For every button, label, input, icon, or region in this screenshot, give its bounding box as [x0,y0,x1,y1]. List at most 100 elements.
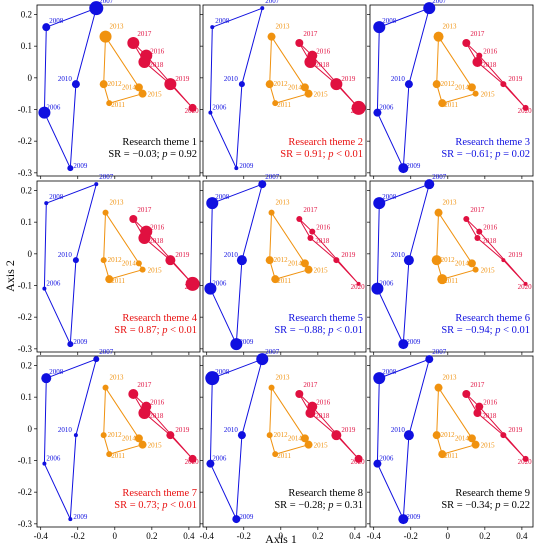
point-2015 [304,89,313,98]
year-label-2018: 2018 [315,61,330,69]
point-2010 [236,255,247,266]
point-2009 [398,514,409,525]
point-2019 [500,432,507,439]
year-label-2010: 2010 [224,426,239,434]
point-2010 [73,433,78,438]
year-label-2017: 2017 [303,381,318,389]
year-label-2012: 2012 [441,80,456,88]
year-label-2020: 2020 [518,283,533,291]
point-2018 [138,232,151,244]
x-tick-label: -0.2 [237,531,251,541]
year-label-2018: 2018 [482,412,497,420]
year-label-2007: 2007 [99,173,114,181]
year-label-2009: 2009 [73,338,88,346]
panel-theme-6: 2006 2007 2008 2009 2010 2011 2012 2013 2014 2015… [367,173,534,355]
point-2016 [309,228,316,235]
theme-label: Research theme 9 [455,488,530,499]
point-2014 [300,83,309,92]
year-label-2020: 2020 [185,458,200,466]
point-2017 [295,390,304,398]
panel-frame [369,180,534,353]
year-label-2006: 2006 [379,455,394,463]
point-2011 [272,451,279,458]
y-tick-label: 0 [28,73,33,83]
year-label-2014: 2014 [455,259,470,267]
point-2006 [373,108,382,117]
trajectory-line-orange [436,212,477,280]
theme-stat: SR = −0.94; p < 0.01 [441,325,530,336]
point-2014 [134,83,143,92]
point-2017 [127,37,140,49]
point-2007 [93,356,100,363]
year-label-2015: 2015 [148,267,163,275]
panel-theme-1: 0.2 0.1 0 -0.1 -0.2 -0.3 2006 2007 2008 2009 2010 2… [18,0,201,179]
year-label-2018: 2018 [149,412,164,420]
year-label-2019: 2019 [508,251,523,259]
year-label-2020: 2020 [351,283,366,291]
year-label-2013: 2013 [110,374,125,382]
year-label-2014: 2014 [288,259,303,267]
point-2006 [371,282,384,295]
year-label-2012: 2012 [441,256,456,264]
y-tick-label: 0.1 [21,41,32,51]
trajectory-line-blue [376,183,431,345]
year-label-2016: 2016 [483,48,498,56]
point-2015 [304,440,313,449]
trajectory-line-blue [209,183,264,345]
point-2019 [501,258,506,263]
point-2013 [434,208,443,217]
x-tick-label: 0.2 [312,531,323,541]
panel-theme-5: 2006 2007 2008 2009 2010 2011 2012 2013 2014 2015… [200,173,367,355]
x-tick-label: -0.4 [200,531,215,541]
trajectory-line-blue [43,183,98,345]
point-2019 [331,430,342,441]
year-label-2010: 2010 [224,75,239,83]
year-label-2016: 2016 [150,399,165,407]
year-label-2011: 2011 [111,277,125,285]
year-label-2010: 2010 [224,251,239,259]
point-2017 [462,390,471,398]
point-2018 [472,57,483,67]
point-2015 [138,89,147,98]
panel-theme-3: 2006 2007 2008 2009 2010 2011 2012 2013 2014 2015… [367,0,534,179]
point-2017 [462,39,471,47]
y-tick-label: 0 [28,424,33,434]
point-2011 [105,275,114,284]
trajectory-line-blue [43,7,98,169]
point-2007 [424,179,435,190]
point-2020 [522,455,529,462]
point-2007 [89,1,104,16]
theme-label: Research theme 3 [455,137,530,148]
point-2009 [398,163,409,174]
panel-frame [36,4,201,177]
year-label-2013: 2013 [443,199,458,207]
point-2015 [138,440,147,449]
year-label-2016: 2016 [316,48,331,56]
point-2007 [260,6,265,11]
x-tick-label: 0.2 [479,531,490,541]
y-tick-label: 0.2 [21,186,32,196]
x-tick-label: -0.2 [404,531,418,541]
point-2014 [300,259,309,268]
point-2017 [463,216,470,222]
point-2008 [210,25,215,30]
year-label-2013: 2013 [276,23,291,31]
y-tick-label: 0.1 [21,217,32,227]
trajectory-line-blue [209,7,264,169]
point-2008 [44,201,49,206]
year-label-2011: 2011 [444,101,458,109]
year-label-2019: 2019 [341,426,356,434]
year-label-2011: 2011 [277,101,291,109]
theme-stat: SR = 0.91; p < 0.01 [280,149,363,160]
point-2010 [237,431,246,440]
year-label-2009: 2009 [406,162,421,170]
panel-frame [369,355,534,528]
year-label-2016: 2016 [483,224,498,232]
x-tick-label: 0.4 [183,531,195,541]
point-2013 [99,30,112,43]
x-tick-label: 0.2 [146,531,157,541]
y-tick-label: -0.1 [18,105,32,115]
year-label-2009: 2009 [406,338,421,346]
year-label-2019: 2019 [508,426,523,434]
year-label-2018: 2018 [315,412,330,420]
